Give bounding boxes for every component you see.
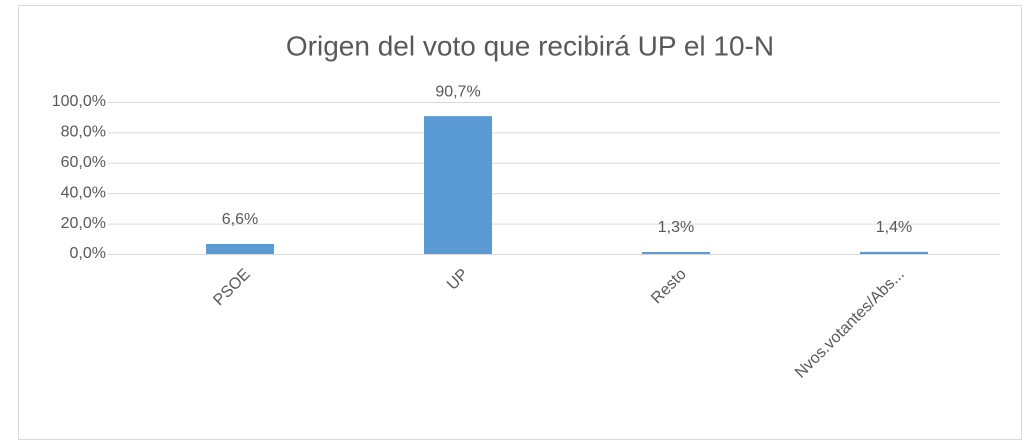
chart-border [18, 5, 1022, 440]
y-tick-label: 20,0% [61, 215, 106, 232]
data-label: 90,7% [435, 83, 480, 100]
bar [642, 252, 710, 254]
bar [860, 251, 928, 254]
chart-title: Origen del voto que recibirá UP el 10-N [286, 30, 774, 61]
y-tick-label: 60,0% [61, 154, 106, 171]
y-tick-label: 100,0% [52, 93, 106, 110]
bar [206, 243, 274, 254]
data-label: 1,4% [876, 219, 912, 236]
y-tick-label: 80,0% [61, 124, 106, 141]
y-tick-label: 0,0% [70, 245, 106, 262]
y-tick-label: 40,0% [61, 184, 106, 201]
data-label: 6,6% [222, 211, 258, 228]
data-label: 1,3% [658, 219, 694, 236]
bar [424, 116, 492, 254]
